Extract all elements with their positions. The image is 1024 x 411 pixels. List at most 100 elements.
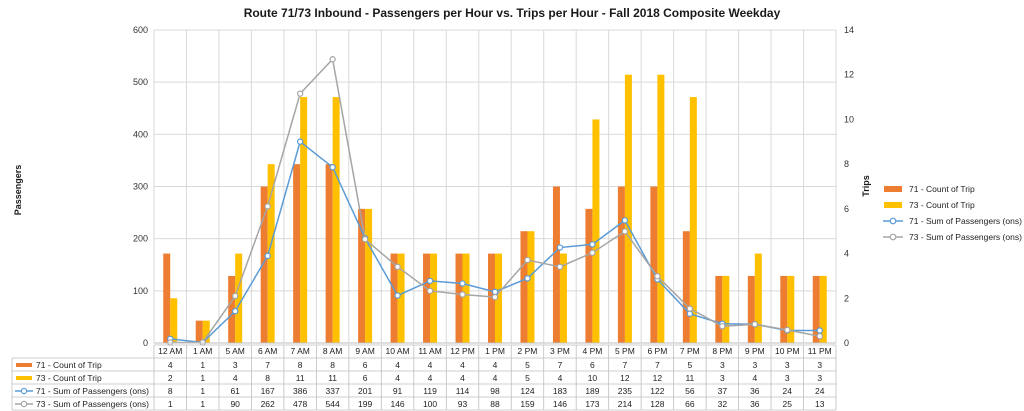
line-point: [361, 235, 369, 243]
table-cell: 91: [393, 386, 403, 396]
bar-71: [325, 164, 333, 343]
line-point: [231, 292, 239, 300]
x-tick-label: 5 AM: [226, 346, 245, 356]
line-point: [524, 275, 531, 282]
bar-73: [527, 231, 535, 343]
y-tick-label: 500: [133, 77, 148, 87]
bar-73: [819, 275, 827, 343]
line-point: [394, 263, 401, 271]
x-tick-label: 1 PM: [485, 346, 505, 356]
bar-71: [747, 275, 755, 343]
bar-71: [293, 164, 301, 343]
table-cell: 90: [230, 399, 240, 409]
x-tick-label: 11 AM: [418, 346, 441, 356]
line-point: [784, 326, 791, 334]
x-tick-label: 6 AM: [258, 346, 277, 356]
table-cell: 24: [783, 386, 793, 396]
table-cell: 11: [328, 373, 337, 383]
table-cell: 262: [261, 399, 275, 409]
bar-71: [812, 275, 820, 343]
table-cell: 7: [265, 360, 270, 370]
table-cell: 3: [720, 373, 725, 383]
table-cell: 24: [815, 386, 825, 396]
line-point: [621, 228, 629, 235]
line-point: [264, 203, 271, 210]
table-cell: 478: [293, 399, 307, 409]
y-tick-label: 200: [133, 234, 148, 244]
line-point: [426, 277, 434, 285]
table-cell: 25: [783, 399, 793, 409]
table-cell: 3: [752, 360, 757, 370]
table-cell: 36: [750, 386, 760, 396]
table-cell: 11: [296, 373, 305, 383]
x-tick-label: 5 PM: [615, 346, 635, 356]
table-cell: 183: [553, 386, 567, 396]
x-tick-label: 10 AM: [386, 346, 410, 356]
table-cell: 386: [293, 386, 307, 396]
table-cell: 98: [490, 386, 500, 396]
line-point: [459, 291, 466, 298]
legend-label: 73 - Sum of Passengers (ons): [909, 232, 1022, 242]
bar-73: [592, 119, 600, 343]
table-cell: 1: [168, 399, 173, 409]
bar-73: [495, 253, 502, 343]
line-point: [589, 249, 596, 256]
table-cell: 7: [655, 360, 660, 370]
table-cell: 12: [653, 373, 663, 383]
table-cell: 199: [358, 399, 372, 409]
table-cell: 4: [460, 373, 465, 383]
bar-71: [715, 275, 723, 343]
x-tick-label: 12 PM: [450, 346, 475, 356]
table-cell: 8: [330, 360, 335, 370]
table-cell: 1: [200, 399, 205, 409]
table-cell: 11: [685, 373, 694, 383]
x-tick-label: 6 PM: [647, 346, 667, 356]
table-cell: 159: [520, 399, 534, 409]
bar-73: [235, 253, 243, 343]
table-cell: 4: [558, 373, 563, 383]
legend-label: 71 - Sum of Passengers (ons): [909, 216, 1022, 226]
table-cell: 3: [785, 360, 790, 370]
x-tick-label: 12 AM: [158, 346, 182, 356]
x-tick-label: 9 AM: [355, 346, 374, 356]
table-cell: 5: [525, 373, 530, 383]
x-tick-label: 4 PM: [583, 346, 603, 356]
y2-tick-label: 0: [844, 338, 849, 348]
line-point: [654, 273, 661, 280]
table-cell: 8: [265, 373, 270, 383]
table-cell: 544: [326, 399, 340, 409]
y-tick-label: 100: [133, 286, 148, 296]
line-point: [167, 339, 174, 346]
table-cell: 56: [685, 386, 695, 396]
bar-71: [163, 253, 171, 343]
legend-key: [889, 233, 897, 241]
table-cell: 1: [200, 373, 205, 383]
bar-71: [552, 186, 560, 343]
y2-tick-label: 2: [844, 293, 849, 303]
bar-73: [657, 74, 665, 343]
table-cell: 167: [261, 386, 275, 396]
table-row-label: 73 - Count of Trip: [36, 373, 102, 383]
table-cell: 214: [618, 399, 632, 409]
legend-key: [889, 217, 897, 225]
table-legend-key: [20, 400, 28, 408]
table-cell: 146: [390, 399, 404, 409]
bar-71: [358, 208, 366, 343]
line-point: [231, 307, 239, 315]
table-cell: 173: [585, 399, 599, 409]
table-cell: 122: [650, 386, 664, 396]
x-tick-label: 8 PM: [712, 346, 732, 356]
table-cell: 6: [363, 373, 368, 383]
table-cell: 3: [817, 360, 822, 370]
table-cell: 189: [585, 386, 599, 396]
bar-71: [390, 253, 398, 343]
table-cell: 3: [785, 373, 790, 383]
bar-71: [228, 275, 236, 343]
table-cell: 5: [687, 360, 692, 370]
x-tick-label: 7 PM: [680, 346, 700, 356]
x-tick-label: 9 PM: [745, 346, 765, 356]
bar-73: [559, 253, 567, 343]
bar-71: [488, 253, 495, 343]
y2-tick-label: 8: [844, 159, 849, 169]
table-cell: 8: [168, 386, 173, 396]
